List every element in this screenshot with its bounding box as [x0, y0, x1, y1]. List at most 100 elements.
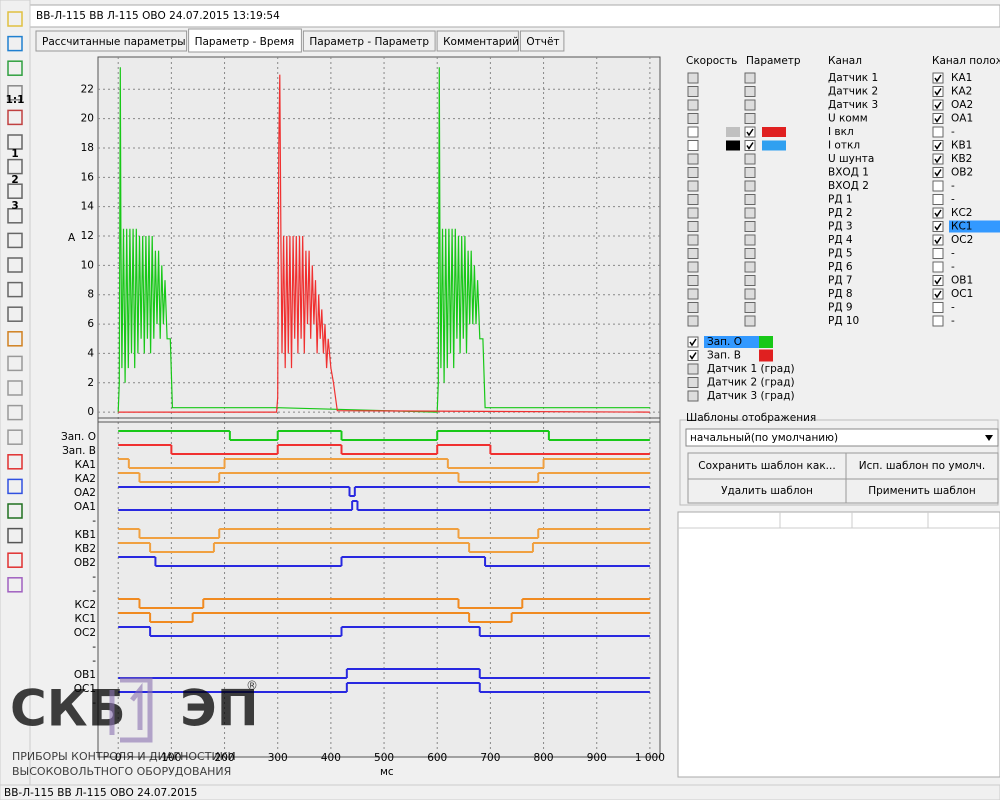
button-label[interactable]: Удалить шаблон: [721, 485, 813, 497]
button[interactable]: [687, 452, 847, 480]
speed-checkbox[interactable]: [687, 72, 699, 84]
param-checkbox[interactable]: [744, 248, 756, 259]
position-checkbox[interactable]: [932, 126, 944, 138]
button-label[interactable]: Применить шаблон: [868, 485, 976, 497]
position-checkbox[interactable]: [932, 234, 944, 246]
param-checkbox[interactable]: [744, 302, 756, 313]
param-checkbox[interactable]: [744, 140, 756, 151]
position-checkbox[interactable]: [932, 153, 944, 165]
position-checkbox[interactable]: [932, 99, 944, 111]
tool-button[interactable]: [7, 232, 23, 249]
tool-label[interactable]: 3: [11, 200, 18, 212]
param-checkbox[interactable]: [744, 72, 756, 84]
tool-button[interactable]: [7, 257, 23, 273]
speed-checkbox[interactable]: [687, 153, 699, 165]
position-checkbox[interactable]: [932, 288, 944, 300]
tool-button[interactable]: [7, 183, 23, 199]
param-checkbox[interactable]: [744, 194, 756, 205]
speed-checkbox[interactable]: [687, 315, 699, 327]
position-checkbox[interactable]: [932, 72, 944, 84]
tab-label[interactable]: Рассчитанные параметры: [42, 36, 186, 48]
tool-button[interactable]: [7, 429, 23, 445]
speed-checkbox[interactable]: [687, 140, 699, 151]
tool-label[interactable]: 1: [11, 148, 18, 160]
tool-button[interactable]: [7, 158, 23, 175]
tool-button[interactable]: [7, 552, 23, 568]
position-checkbox[interactable]: [932, 261, 944, 273]
param-checkbox[interactable]: [744, 153, 756, 165]
position-checkbox[interactable]: [932, 221, 944, 232]
tool-button[interactable]: [7, 380, 23, 396]
button-label[interactable]: Исп. шаблон по умолч.: [859, 460, 985, 472]
param-checkbox[interactable]: [744, 113, 756, 124]
speed-checkbox[interactable]: [687, 207, 699, 219]
button[interactable]: [845, 452, 999, 480]
param-checkbox[interactable]: [744, 86, 756, 97]
dropdown-arrow[interactable]: [985, 435, 993, 441]
position-checkbox[interactable]: [932, 140, 944, 151]
speed-checkbox[interactable]: [687, 167, 699, 178]
param-checkbox[interactable]: [744, 315, 756, 327]
param-checkbox[interactable]: [744, 221, 756, 232]
digital-checkbox[interactable]: [687, 377, 699, 388]
speed-checkbox[interactable]: [687, 288, 699, 300]
speed-checkbox[interactable]: [687, 86, 699, 97]
speed-checkbox[interactable]: [687, 126, 699, 138]
param-checkbox[interactable]: [744, 275, 756, 286]
param-checkbox[interactable]: [744, 234, 756, 246]
speed-checkbox[interactable]: [687, 275, 699, 286]
param-checkbox[interactable]: [744, 261, 756, 273]
speed-checkbox[interactable]: [687, 248, 699, 259]
position-checkbox[interactable]: [932, 113, 944, 124]
param-checkbox[interactable]: [744, 180, 756, 192]
tab-label[interactable]: Комментарий: [443, 36, 519, 48]
position-checkbox[interactable]: [932, 275, 944, 286]
position-checkbox[interactable]: [932, 86, 944, 97]
tool-button[interactable]: [7, 60, 23, 76]
tool-button[interactable]: [7, 331, 23, 347]
tool-button[interactable]: [7, 355, 23, 372]
speed-checkbox[interactable]: [687, 113, 699, 124]
tool-button[interactable]: [7, 478, 23, 495]
digital-checkbox[interactable]: [687, 363, 699, 375]
tool-button[interactable]: [7, 208, 23, 224]
speed-checkbox[interactable]: [687, 194, 699, 205]
position-checkbox[interactable]: [932, 315, 944, 327]
speed-checkbox[interactable]: [687, 99, 699, 111]
position-checkbox[interactable]: [932, 167, 944, 178]
tool-button[interactable]: [7, 109, 23, 126]
button[interactable]: [687, 478, 847, 504]
tool-label[interactable]: 1:1: [6, 94, 25, 106]
button-label[interactable]: Сохранить шаблон как...: [698, 460, 835, 472]
position-checkbox[interactable]: [932, 207, 944, 219]
tool-button[interactable]: [7, 503, 23, 519]
position-checkbox[interactable]: [932, 302, 944, 313]
tool-button[interactable]: [7, 134, 23, 150]
position-checkbox[interactable]: [932, 248, 944, 259]
tab-label[interactable]: Параметр - Параметр: [309, 36, 429, 48]
tool-button[interactable]: [7, 404, 23, 421]
tab[interactable]: [519, 30, 565, 52]
dropdown[interactable]: [685, 428, 999, 447]
param-checkbox[interactable]: [744, 126, 756, 138]
button[interactable]: [845, 478, 999, 504]
tab[interactable]: [35, 30, 188, 52]
param-checkbox[interactable]: [744, 99, 756, 111]
digital-checkbox[interactable]: [687, 390, 699, 402]
tool-button[interactable]: [7, 527, 23, 544]
tool-button[interactable]: [7, 11, 23, 27]
tool-button[interactable]: [7, 281, 23, 298]
param-checkbox[interactable]: [744, 288, 756, 300]
tab-label[interactable]: Отчёт: [526, 36, 559, 48]
tool-button[interactable]: [7, 454, 23, 470]
tool-button[interactable]: [7, 35, 23, 52]
tab[interactable]: [302, 30, 436, 52]
dropdown-value[interactable]: начальный(по умолчанию): [690, 432, 838, 444]
tab[interactable]: [436, 30, 519, 52]
speed-checkbox[interactable]: [687, 234, 699, 246]
digital-checkbox[interactable]: [687, 336, 699, 348]
tool-label[interactable]: 2: [11, 174, 18, 186]
position-checkbox[interactable]: [932, 194, 944, 205]
speed-checkbox[interactable]: [687, 221, 699, 232]
digital-checkbox[interactable]: [687, 350, 699, 361]
